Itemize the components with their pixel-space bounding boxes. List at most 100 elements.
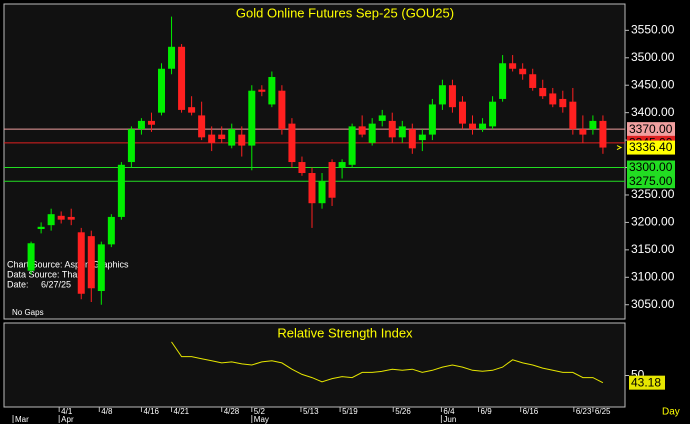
- candle-body: [368, 123, 376, 143]
- candle-body: [569, 101, 577, 130]
- level-label: 3370.00: [629, 122, 673, 136]
- candle-body: [398, 126, 406, 138]
- rsi-panel: [3, 322, 626, 408]
- candle-body: [218, 134, 226, 139]
- candle-body: [37, 226, 45, 229]
- candle-body: [298, 162, 306, 174]
- candle-body: [188, 107, 196, 113]
- candle-body: [178, 46, 186, 110]
- x-tick-label: 5/26: [395, 407, 411, 416]
- month-tick-label: Apr: [61, 415, 74, 424]
- y-tick-label: 3150.00: [631, 242, 675, 256]
- gap-note: No Gaps: [12, 308, 44, 317]
- candle-body: [589, 120, 597, 130]
- candle-body: [348, 126, 356, 165]
- month-tick-label: Jun: [443, 415, 456, 424]
- level-label: 3300.00: [629, 160, 673, 174]
- x-tick-label: 6/9: [481, 407, 493, 416]
- candle-body: [127, 129, 135, 163]
- candle-body: [288, 123, 296, 163]
- rsi-last-label: 43.18: [631, 375, 661, 389]
- candle-body: [198, 115, 206, 138]
- last-price-label: 3336.40: [629, 140, 673, 154]
- rsi-title: Relative Strength Index: [277, 325, 413, 340]
- candle-body: [278, 90, 286, 130]
- x-tick-label: 6/23: [576, 407, 592, 416]
- candle-body: [358, 126, 366, 135]
- source-note: Chart Source: Aspen Graphics: [7, 259, 129, 269]
- candle-body: [448, 85, 456, 108]
- y-tick-label: 3200.00: [631, 215, 675, 229]
- candle-body: [308, 173, 316, 204]
- price-panel: [3, 3, 626, 320]
- candle-body: [519, 68, 527, 75]
- candle-body: [67, 216, 75, 220]
- level-label: 3275.00: [629, 174, 673, 188]
- candle-body: [258, 89, 266, 92]
- candle-body: [107, 216, 115, 245]
- candle-body: [87, 236, 95, 289]
- rsi-last-box: [629, 375, 665, 390]
- candle-body: [388, 120, 396, 138]
- month-tick-label: May: [254, 415, 269, 424]
- candle-body: [479, 123, 487, 130]
- candle-body: [238, 134, 246, 146]
- candle-body: [248, 90, 256, 146]
- rsi-line: [171, 341, 604, 384]
- y-tick-label: 3050.00: [631, 297, 675, 311]
- last-price-box: [627, 140, 675, 155]
- x-tick-label: 4/1: [61, 407, 73, 416]
- candle-body: [529, 74, 537, 88]
- source-note: Data Source: Thai: [7, 269, 79, 279]
- candle-body: [268, 76, 276, 105]
- x-tick-label: 6/16: [523, 407, 539, 416]
- candle-body: [27, 243, 35, 271]
- level-box: [627, 122, 675, 137]
- candle-body: [509, 63, 517, 69]
- level-box: [627, 160, 675, 175]
- candle-body: [539, 87, 547, 97]
- x-tick-label: 4/16: [143, 407, 159, 416]
- candle-body: [378, 115, 386, 121]
- x-tick-label: 6/4: [443, 407, 455, 416]
- x-tick-label: 6/25: [595, 407, 611, 416]
- chart-title: Gold Online Futures Sep-25 (GOU25): [236, 5, 454, 20]
- candle-body: [328, 162, 336, 198]
- source-note: Date: 6/27/25: [7, 279, 71, 289]
- last-price-arrow: [616, 145, 623, 151]
- candle-body: [77, 232, 85, 294]
- level-box: [627, 174, 675, 189]
- candle-body: [428, 104, 436, 135]
- candle-body: [469, 123, 477, 130]
- candle-body: [338, 162, 346, 168]
- candle-body: [418, 134, 426, 141]
- candle-body: [137, 120, 145, 130]
- candle-body: [117, 164, 125, 217]
- candle-body: [489, 101, 497, 127]
- candle-body: [408, 129, 416, 149]
- x-tick-label: 5/19: [342, 407, 358, 416]
- y-tick-label: 3250.00: [631, 187, 675, 201]
- candle-body: [57, 215, 65, 220]
- x-tick-label: 4/28: [224, 407, 240, 416]
- x-tick-label: 4/21: [174, 407, 190, 416]
- candle-body: [599, 120, 607, 148]
- y-tick-label: 3400.00: [631, 105, 675, 119]
- x-tick-label: 5/13: [303, 407, 319, 416]
- candle-body: [147, 120, 155, 125]
- x-unit-label: Day: [662, 407, 680, 418]
- candle-body: [458, 101, 466, 124]
- candle-body: [208, 134, 216, 143]
- y-tick-label: 3550.00: [631, 23, 675, 37]
- x-tick-label: 4/8: [101, 407, 113, 416]
- candle-body: [559, 98, 567, 108]
- candle-body: [549, 93, 557, 105]
- y-tick-label: 3500.00: [631, 50, 675, 64]
- candle-body: [168, 46, 176, 69]
- candle-body: [158, 68, 166, 113]
- candle-body: [228, 129, 236, 146]
- candle-body: [47, 214, 55, 226]
- candle-body: [97, 244, 105, 292]
- candle-body: [438, 85, 446, 105]
